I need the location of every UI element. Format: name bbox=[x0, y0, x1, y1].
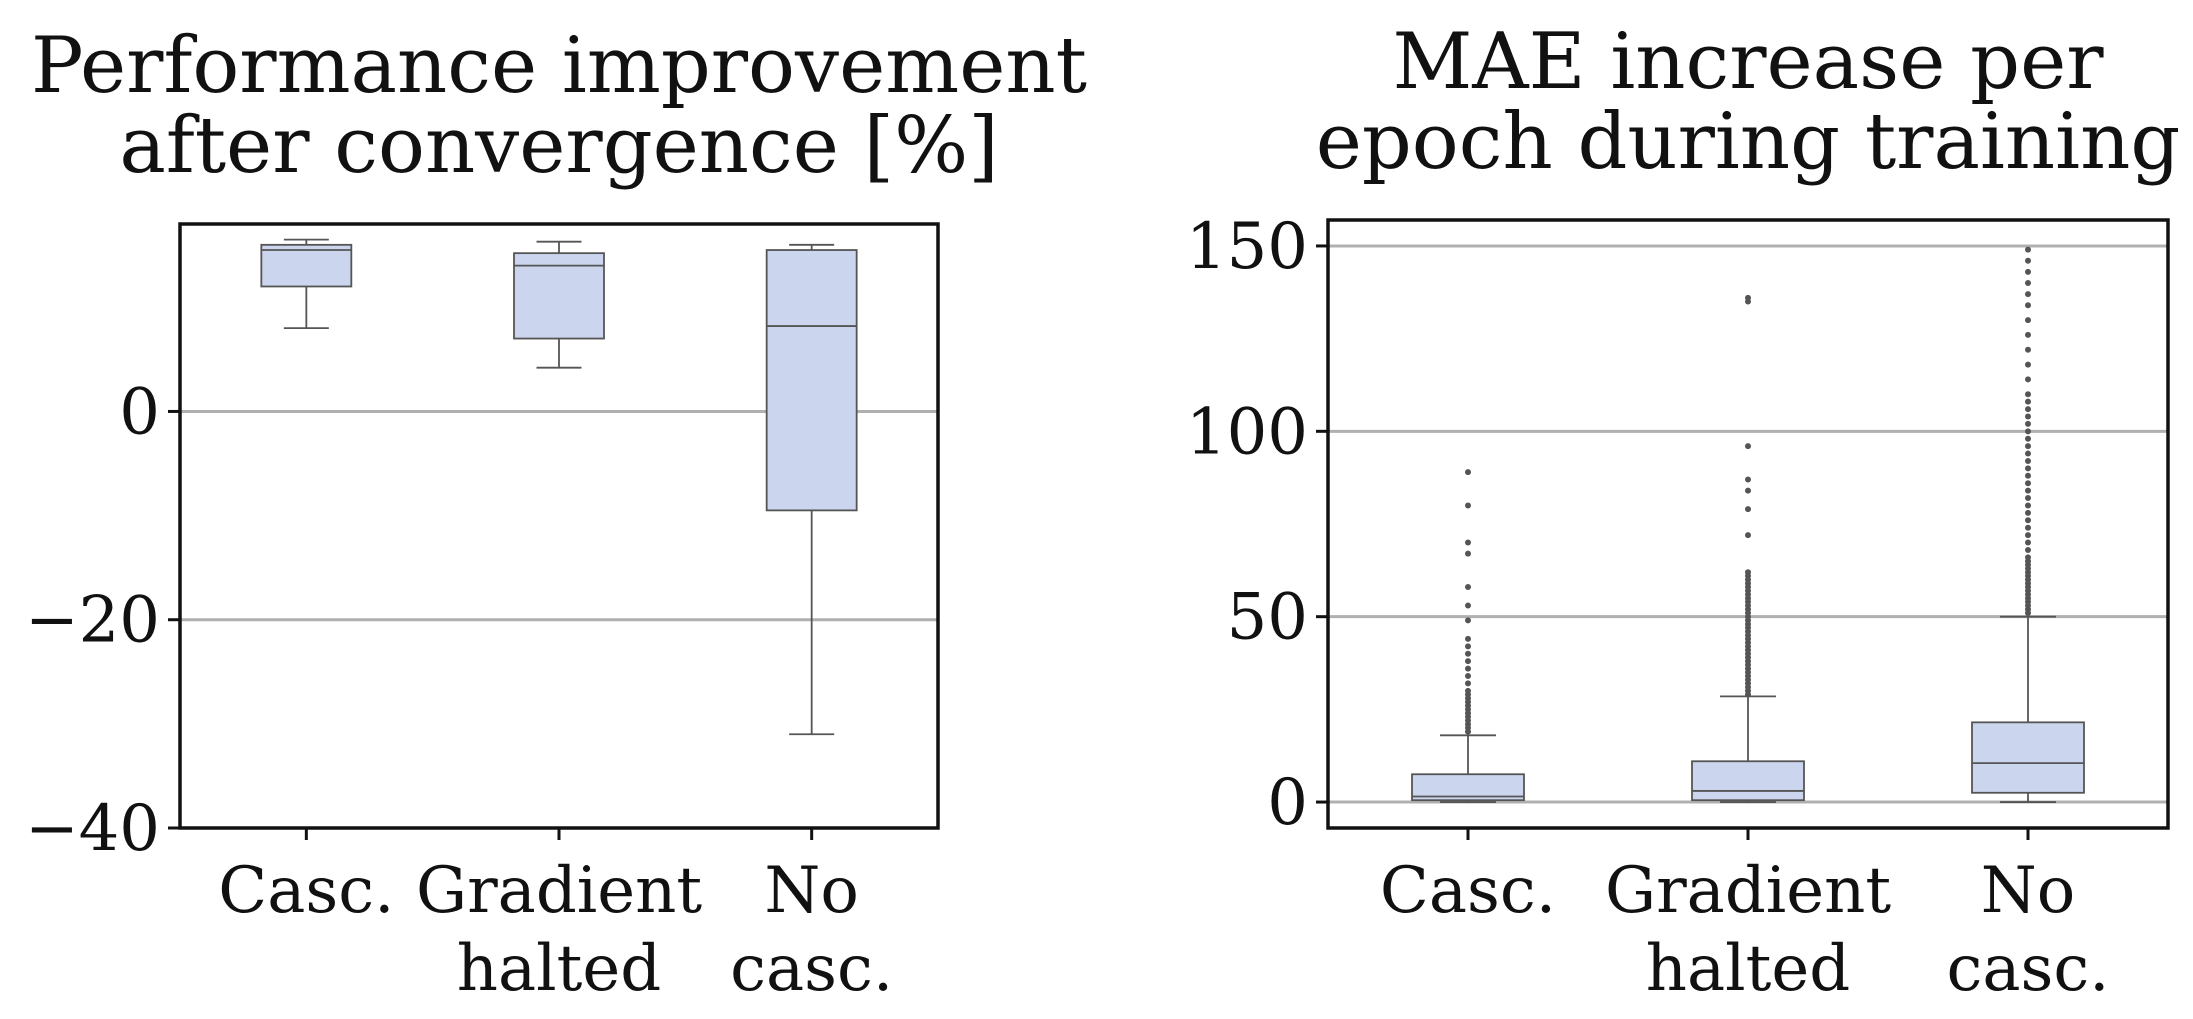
outlier-point bbox=[2025, 509, 2031, 516]
y-tick-label: 150 bbox=[1186, 210, 1308, 284]
outlier-point bbox=[1465, 673, 1471, 679]
outlier-point bbox=[2025, 487, 2031, 494]
x-category-label: Gradient bbox=[416, 854, 702, 928]
outlier-point bbox=[1465, 584, 1471, 591]
outlier-point bbox=[1465, 680, 1471, 687]
outlier-point bbox=[1465, 687, 1471, 694]
chart-title-line: Performance improvement bbox=[31, 21, 1087, 111]
outlier-point bbox=[2025, 480, 2031, 487]
outlier-point bbox=[2025, 346, 2031, 353]
outlier-point bbox=[2025, 413, 2031, 420]
outlier-point bbox=[2025, 420, 2031, 427]
outlier-point bbox=[2025, 457, 2031, 464]
outlier-point bbox=[2025, 361, 2031, 368]
x-category-label: halted bbox=[457, 932, 661, 1006]
outlier-point bbox=[2025, 331, 2031, 338]
outlier-point bbox=[2025, 450, 2031, 457]
outlier-point bbox=[1465, 550, 1471, 557]
outlier-point bbox=[2025, 517, 2031, 524]
outlier-point bbox=[2025, 495, 2031, 502]
chart-title-line: epoch during training bbox=[1316, 97, 2181, 187]
box-iqr bbox=[1971, 721, 2085, 794]
outlier-point bbox=[2025, 532, 2031, 539]
outlier-point bbox=[1465, 602, 1471, 609]
y-tick-label: 0 bbox=[1267, 766, 1308, 840]
outlier-point bbox=[2025, 472, 2031, 479]
outlier-point bbox=[2025, 443, 2031, 450]
outlier-point bbox=[1465, 469, 1471, 476]
outlier-point bbox=[2025, 524, 2031, 531]
outlier-point bbox=[1465, 617, 1471, 624]
y-tick-label: 100 bbox=[1186, 395, 1308, 469]
outlier-point bbox=[2025, 465, 2031, 472]
outlier-point bbox=[1465, 539, 1471, 546]
x-category-label: Casc. bbox=[1380, 854, 1556, 928]
box-iqr bbox=[260, 243, 353, 288]
outlier-point bbox=[1465, 650, 1471, 657]
outlier-point bbox=[2025, 302, 2031, 309]
outlier-point bbox=[2025, 502, 2031, 509]
outlier-point bbox=[1465, 665, 1471, 672]
x-category-label: No bbox=[764, 854, 859, 928]
x-category-label: casc. bbox=[1946, 932, 2109, 1006]
outlier-point bbox=[2025, 291, 2031, 298]
outlier-point bbox=[1745, 443, 1751, 450]
outlier-point bbox=[2025, 280, 2031, 287]
box-iqr bbox=[1691, 760, 1805, 802]
outlier-point bbox=[1745, 506, 1751, 513]
chart-title-line: after convergence [%] bbox=[119, 101, 998, 191]
outlier-point bbox=[2025, 546, 2031, 553]
x-category-label: Casc. bbox=[218, 854, 394, 928]
outlier-point bbox=[1745, 532, 1751, 539]
outlier-point bbox=[2025, 317, 2031, 324]
y-tick-label: 50 bbox=[1227, 581, 1308, 655]
outlier-point bbox=[2025, 257, 2031, 264]
outlier-point bbox=[2025, 246, 2031, 253]
outlier-point bbox=[1745, 487, 1751, 494]
outlier-point bbox=[1745, 476, 1751, 483]
x-category-label: halted bbox=[1646, 932, 1850, 1006]
outlier-point bbox=[2025, 428, 2031, 435]
outlier-point bbox=[1745, 569, 1751, 576]
plot-frame bbox=[1326, 218, 2170, 830]
chart-title-line: MAE increase per bbox=[1392, 17, 2104, 107]
x-category-label: No bbox=[1981, 854, 2076, 928]
outlier-point bbox=[2025, 376, 2031, 383]
x-category-label: Gradient bbox=[1605, 854, 1891, 928]
y-tick-label: 0 bbox=[119, 375, 160, 449]
y-tick-label: −40 bbox=[25, 792, 160, 866]
outlier-point bbox=[2025, 398, 2031, 405]
outlier-point bbox=[2025, 406, 2031, 413]
outlier-point bbox=[2025, 554, 2031, 561]
outlier-point bbox=[2025, 539, 2031, 546]
outlier-point bbox=[2025, 391, 2031, 398]
outlier-point bbox=[2025, 268, 2031, 275]
y-tick-label: −20 bbox=[25, 584, 160, 658]
box-iqr bbox=[765, 249, 858, 512]
outlier-point bbox=[1465, 502, 1471, 509]
outlier-point bbox=[1465, 658, 1471, 665]
x-category-label: casc. bbox=[730, 932, 893, 1006]
outlier-point bbox=[1465, 643, 1471, 650]
plot-frame bbox=[178, 222, 940, 830]
outlier-point bbox=[2025, 435, 2031, 442]
box-iqr bbox=[513, 252, 605, 340]
outlier-point bbox=[1745, 294, 1751, 301]
outlier-point bbox=[1465, 635, 1471, 642]
